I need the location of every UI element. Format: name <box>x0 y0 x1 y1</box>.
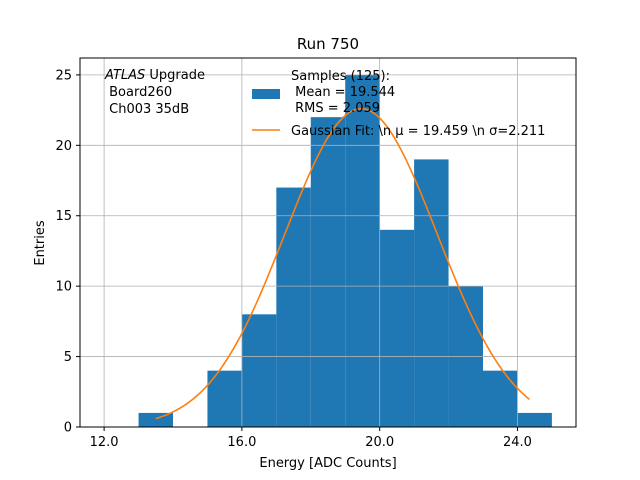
x-tick-label: 24.0 <box>503 435 532 450</box>
y-tick-label: 15 <box>55 209 72 224</box>
legend-fit-label: Gaussian Fit: \n μ = 19.459 \n σ=2.211 <box>291 124 545 139</box>
legend-samples-line1: Samples (125): <box>291 69 390 84</box>
atlas-label: ATLAS <box>104 68 145 83</box>
legend-samples-line2: Mean = 19.544 <box>291 85 395 100</box>
y-tick-label: 0 <box>64 421 72 436</box>
x-tick-label: 12.0 <box>90 435 119 450</box>
histogram-bar <box>207 370 242 427</box>
histogram-bars <box>138 74 552 428</box>
histogram-bar <box>345 74 380 428</box>
histogram-bar <box>241 314 277 427</box>
histogram-bar <box>517 412 552 427</box>
legend-samples-patch <box>252 89 280 99</box>
x-tick-label: 16.0 <box>227 435 256 450</box>
histogram-bar <box>276 187 311 427</box>
atlas-annotation: ATLAS Upgrade Board260 Ch003 35dB <box>104 68 205 117</box>
x-axis-ticks: 12.0 16.0 20.0 24.0 <box>90 427 532 450</box>
legend: Samples (125): Mean = 19.544 RMS = 2.059… <box>252 69 545 139</box>
histogram-bar <box>310 117 346 427</box>
y-axis-ticks: 0 5 10 15 20 25 <box>55 68 80 436</box>
x-tick-label: 20.0 <box>365 435 394 450</box>
svg-text:ATLAS Upgrade: ATLAS Upgrade <box>104 68 205 83</box>
x-axis-label: Energy [ADC Counts] <box>259 456 396 471</box>
histogram-bar <box>379 229 415 427</box>
histogram-bar <box>414 159 449 427</box>
plot-frame <box>79 57 577 428</box>
histogram-bar <box>483 370 518 427</box>
channel-label: Ch003 35dB <box>105 102 189 117</box>
y-tick-label: 10 <box>55 280 72 295</box>
y-axis-label: Entries <box>33 220 48 266</box>
chart-title: Run 750 <box>297 35 359 53</box>
legend-samples-line3: RMS = 2.059 <box>291 101 380 116</box>
y-tick-label: 5 <box>64 350 72 365</box>
y-tick-label: 25 <box>55 68 72 83</box>
board-label: Board260 <box>105 85 172 100</box>
upgrade-label: Upgrade <box>145 68 205 83</box>
gaussian-fit-curve <box>155 107 531 420</box>
y-tick-label: 20 <box>55 139 72 154</box>
